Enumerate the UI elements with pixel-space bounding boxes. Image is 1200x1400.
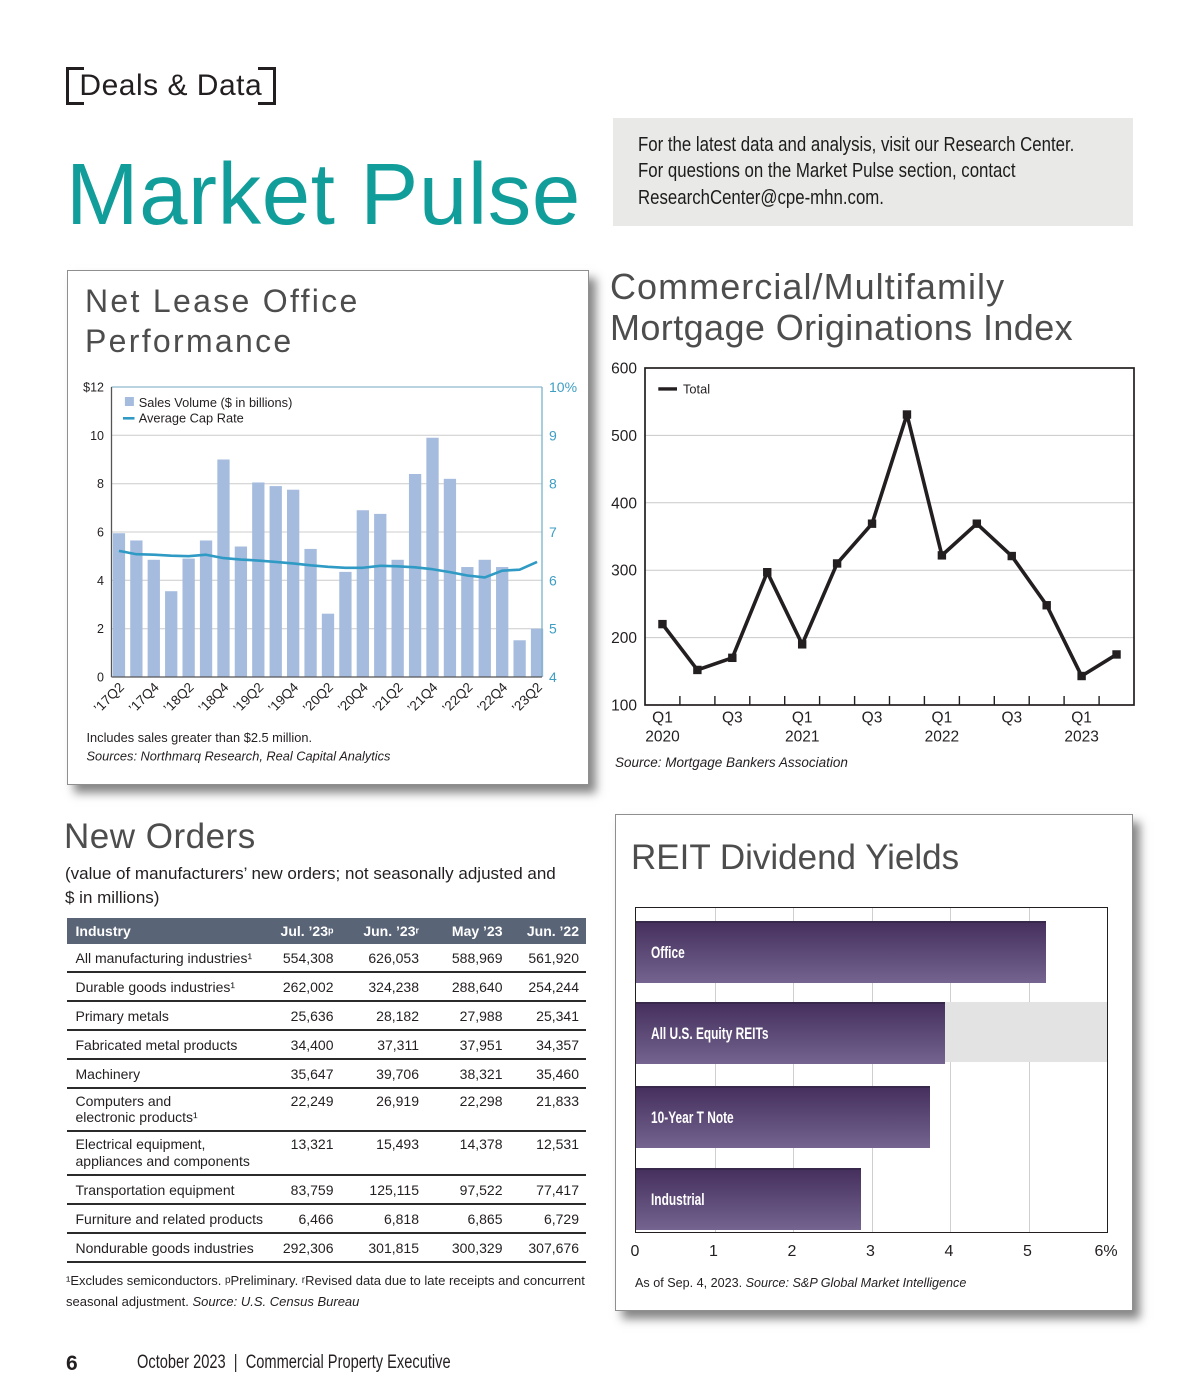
svg-text:Average Cap Rate: Average Cap Rate xyxy=(139,411,244,426)
svg-text:2020: 2020 xyxy=(645,729,680,746)
svg-text:8: 8 xyxy=(549,476,557,492)
svg-text:Sources: Northmarq Research, R: Sources: Northmarq Research, Real Capita… xyxy=(87,748,392,763)
svg-text:Source: Mortgage Bankers Assoc: Source: Mortgage Bankers Association xyxy=(615,755,848,770)
svg-text:’22Q2: ’22Q2 xyxy=(439,680,475,716)
svg-text:100: 100 xyxy=(611,698,637,715)
svg-text:200: 200 xyxy=(611,630,637,647)
svg-text:’17Q2: ’17Q2 xyxy=(91,680,127,716)
svg-text:2021: 2021 xyxy=(785,729,819,746)
svg-text:Total: Total xyxy=(683,382,710,397)
svg-text:10: 10 xyxy=(90,429,104,443)
svg-text:’19Q2: ’19Q2 xyxy=(230,680,266,716)
svg-text:$12: $12 xyxy=(83,381,104,395)
svg-text:Q1: Q1 xyxy=(932,710,953,727)
svg-text:’21Q2: ’21Q2 xyxy=(370,680,406,716)
svg-text:2: 2 xyxy=(97,622,104,636)
svg-text:Q3: Q3 xyxy=(862,710,883,727)
svg-text:Q1: Q1 xyxy=(1071,710,1092,727)
svg-text:4: 4 xyxy=(549,669,557,685)
svg-text:5: 5 xyxy=(549,621,557,637)
svg-text:’20Q2: ’20Q2 xyxy=(300,680,336,716)
svg-text:’17Q4: ’17Q4 xyxy=(126,679,162,715)
svg-text:Q1: Q1 xyxy=(792,710,813,727)
svg-text:’20Q4: ’20Q4 xyxy=(335,679,371,715)
svg-text:7: 7 xyxy=(549,524,557,540)
svg-text:’19Q4: ’19Q4 xyxy=(265,679,301,715)
svg-text:Includes sales greater than $2: Includes sales greater than $2.5 million… xyxy=(87,730,313,745)
svg-text:0: 0 xyxy=(97,671,104,685)
svg-text:’18Q4: ’18Q4 xyxy=(196,679,232,715)
svg-text:’21Q4: ’21Q4 xyxy=(405,679,441,715)
svg-text:2022: 2022 xyxy=(925,729,959,746)
svg-text:’18Q2: ’18Q2 xyxy=(161,680,197,716)
svg-text:10%: 10% xyxy=(549,379,577,395)
svg-text:Q3: Q3 xyxy=(1001,710,1022,727)
svg-text:600: 600 xyxy=(611,361,637,378)
svg-text:’22Q4: ’22Q4 xyxy=(474,679,510,715)
svg-text:Q1: Q1 xyxy=(652,710,673,727)
svg-text:400: 400 xyxy=(611,495,637,512)
svg-text:4: 4 xyxy=(97,574,104,588)
svg-text:6: 6 xyxy=(97,526,104,540)
svg-text:300: 300 xyxy=(611,563,637,580)
svg-text:500: 500 xyxy=(611,428,637,445)
svg-text:Q3: Q3 xyxy=(722,710,743,727)
svg-text:8: 8 xyxy=(97,477,104,491)
svg-text:Sales Volume ($ in billions): Sales Volume ($ in billions) xyxy=(139,395,293,410)
svg-text:’23Q2: ’23Q2 xyxy=(509,680,545,716)
svg-text:2023: 2023 xyxy=(1064,729,1098,746)
svg-text:9: 9 xyxy=(549,427,557,443)
svg-text:6: 6 xyxy=(549,572,557,588)
